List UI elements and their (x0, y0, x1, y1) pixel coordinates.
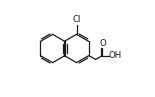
Text: OH: OH (109, 51, 122, 60)
Text: Cl: Cl (72, 15, 81, 24)
Text: O: O (99, 39, 106, 48)
